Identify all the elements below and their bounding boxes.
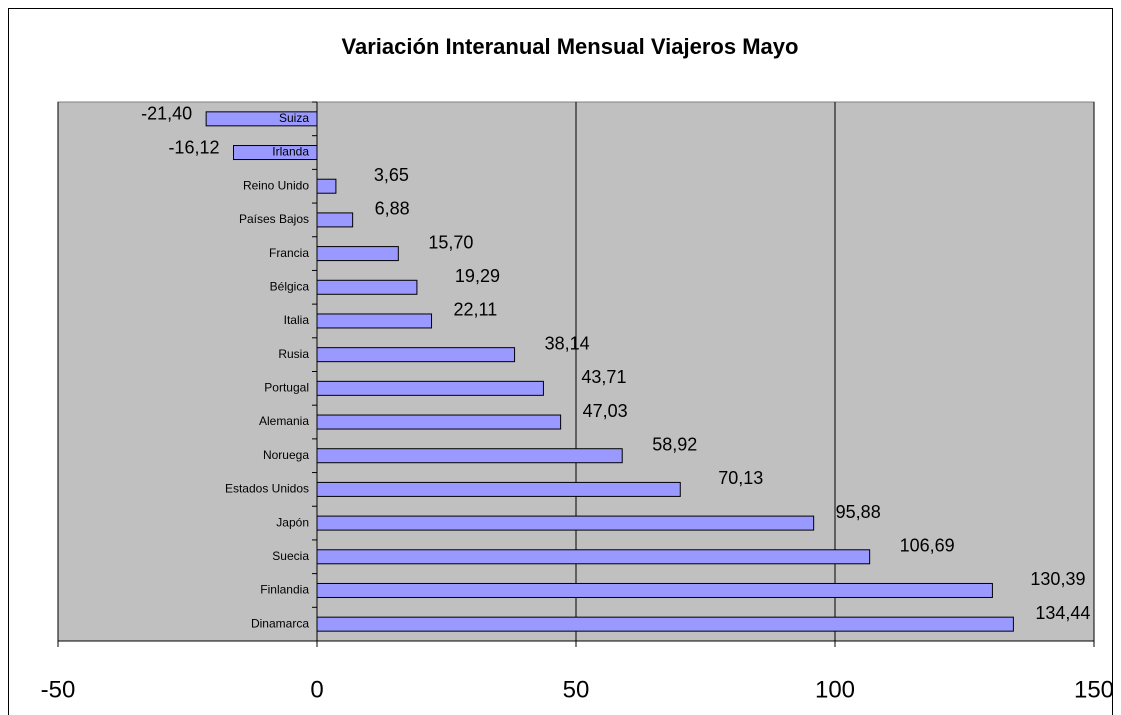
- y-tick-label: Dinamarca: [251, 616, 309, 630]
- data-label: -16,12: [168, 137, 219, 157]
- data-label: 43,71: [581, 367, 626, 387]
- bar: [316, 414, 562, 430]
- y-tick-label: Suecia: [272, 549, 309, 563]
- x-tick-label: 0: [310, 676, 323, 703]
- y-tick-label: Suiza: [279, 111, 309, 125]
- y-tick-label: Países Bajos: [239, 212, 309, 226]
- data-label: 70,13: [718, 468, 763, 488]
- x-tick-label: -50: [41, 676, 76, 703]
- data-label: 95,88: [836, 502, 881, 522]
- x-tick-label: 100: [815, 676, 855, 703]
- bar: [316, 515, 815, 531]
- data-label: 15,70: [428, 232, 473, 252]
- data-label: -21,40: [141, 104, 192, 124]
- y-tick-label: Francia: [269, 246, 309, 260]
- bar: [316, 448, 623, 464]
- data-label: 22,11: [454, 300, 498, 320]
- chart-title: Variación Interanual Mensual Viajeros Ma…: [342, 34, 799, 59]
- data-label: 6,88: [375, 199, 410, 219]
- data-label: 19,29: [455, 266, 500, 286]
- bar: [316, 582, 993, 598]
- bar: [316, 549, 871, 565]
- data-label: 38,14: [545, 333, 590, 353]
- y-tick-label: Rusia: [278, 347, 309, 361]
- bar: [316, 481, 681, 497]
- data-label: 130,39: [1030, 569, 1085, 589]
- y-tick-label: Reino Unido: [243, 178, 309, 192]
- bar: [316, 178, 337, 194]
- bar: [316, 380, 544, 396]
- data-label: 47,03: [583, 401, 628, 421]
- data-label: 3,65: [374, 165, 409, 185]
- y-tick-label: Irlanda: [272, 145, 309, 159]
- bar: [316, 279, 418, 295]
- y-tick-label: Estados Unidos: [225, 482, 309, 496]
- y-tick-label: Japón: [276, 515, 309, 529]
- x-tick-label: 50: [563, 676, 590, 703]
- bar: [316, 246, 399, 262]
- y-tick-label: Bélgica: [270, 279, 310, 293]
- bar: [316, 313, 433, 329]
- y-tick-label: Alemania: [259, 414, 309, 428]
- y-tick-label: Finlandia: [260, 583, 309, 597]
- y-tick-label: Italia: [284, 313, 310, 327]
- data-label: 134,44: [1035, 603, 1090, 623]
- bar: [316, 212, 354, 228]
- data-label: 58,92: [652, 434, 697, 454]
- bar: [316, 347, 516, 363]
- data-label: 106,69: [900, 536, 955, 556]
- y-tick-label: Noruega: [263, 448, 309, 462]
- y-tick-label: Portugal: [264, 381, 309, 395]
- bar: [316, 616, 1014, 632]
- x-tick-label: 150: [1074, 676, 1114, 703]
